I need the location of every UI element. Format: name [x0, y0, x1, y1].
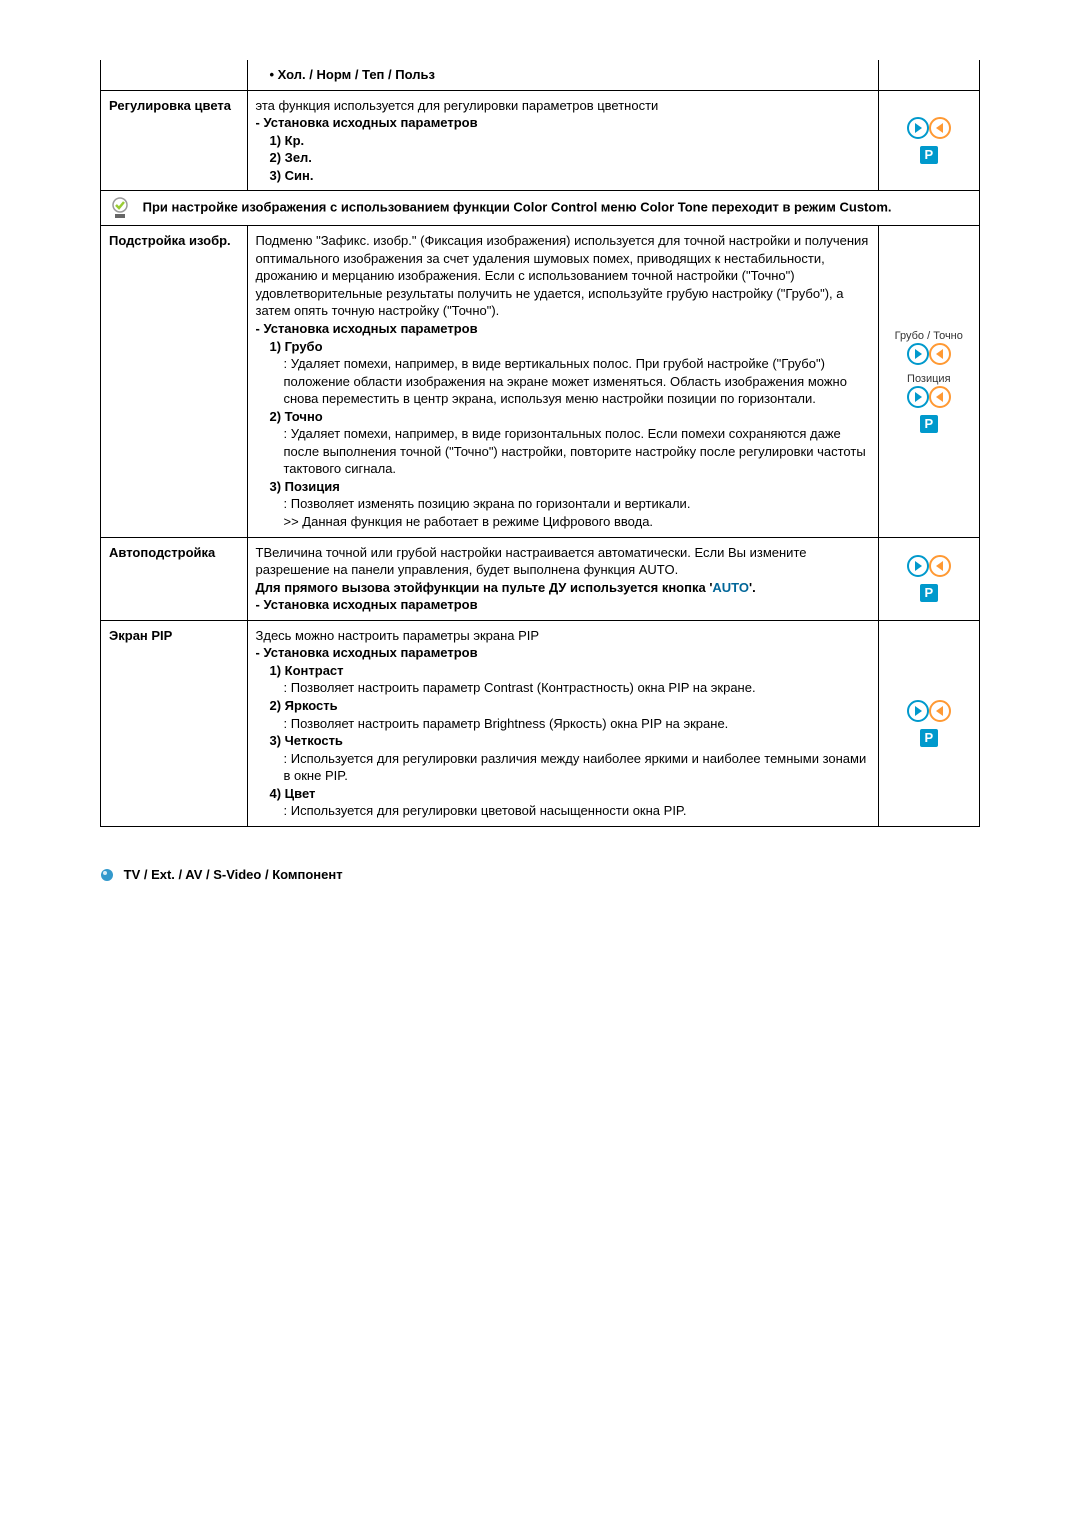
d-coarse: : Удаляет помехи, например, в виде верти… [256, 355, 870, 408]
text: Подменю "Зафикс. изобр." (Фиксация изобр… [256, 232, 870, 320]
row-note: При настройке изображения с использовани… [101, 191, 980, 226]
arrow-icon [907, 555, 951, 577]
reset-label: - Установка исходных параметров [256, 644, 870, 662]
note-text: При настройке изображения с использовани… [143, 200, 892, 215]
reset-label: - Установка исходных параметров [256, 596, 870, 614]
footer-text: TV / Ext. / AV / S-Video / Компонент [124, 867, 343, 882]
auto-keyword: AUTO [712, 580, 749, 595]
d-sharpness: : Используется для регулировки различия … [256, 750, 870, 785]
icon-group: P [907, 555, 951, 602]
row-color-tone: • Хол. / Норм / Теп / Польз [101, 60, 980, 90]
arrow-icon [907, 386, 951, 408]
arrow-icon [907, 117, 951, 139]
label-coarse-fine: Грубо / Точно [887, 330, 971, 343]
row-title: Автоподстройка [109, 545, 215, 560]
h-brightness: 2) Яркость [256, 697, 870, 715]
footer-section: TV / Ext. / AV / S-Video / Компонент [100, 867, 980, 883]
row-color-adjust: Регулировка цвета эта функция использует… [101, 90, 980, 191]
row-image-lock: Подстройка изобр. Подменю "Зафикс. изобр… [101, 226, 980, 537]
p-icon: P [920, 584, 938, 602]
d-contrast: : Позволяет настроить параметр Contrast … [256, 679, 870, 697]
row-title: Регулировка цвета [109, 98, 231, 113]
h-fine: 2) Точно [256, 408, 870, 426]
reset-label: - Установка исходных параметров [256, 114, 870, 132]
auto-line: Для прямого вызова этойфункции на пульте… [256, 579, 870, 597]
d-brightness: : Позволяет настроить параметр Brightnes… [256, 715, 870, 733]
note-icon [109, 197, 131, 219]
arrow-icon [907, 343, 951, 365]
d-fine: : Удаляет помехи, например, в виде гориз… [256, 425, 870, 478]
p-icon: P [920, 415, 938, 433]
p-icon: P [920, 729, 938, 747]
icon-group: P [907, 700, 951, 747]
text: Здесь можно настроить параметры экрана P… [256, 627, 870, 645]
p-icon: P [920, 146, 938, 164]
arrow-icon [907, 700, 951, 722]
row-title: Подстройка изобр. [109, 233, 231, 248]
settings-table: • Хол. / Норм / Теп / Польз Регулировка … [100, 60, 980, 827]
text: эта функция используется для регулировки… [256, 97, 870, 115]
h-coarse: 1) Грубо [256, 338, 870, 356]
h-contrast: 1) Контраст [256, 662, 870, 680]
row-auto-adjust: Автоподстройка ТВеличина точной или груб… [101, 537, 980, 620]
text: ТВеличина точной или грубой настройки на… [256, 544, 870, 579]
d-color: : Используется для регулировки цветовой … [256, 802, 870, 820]
opt-b: 3) Син. [256, 167, 870, 185]
d-position-b: >> Данная функция не работает в режиме Ц… [256, 513, 870, 531]
reset-label: - Установка исходных параметров [256, 320, 870, 338]
color-tone-options: • Хол. / Норм / Теп / Польз [256, 66, 870, 84]
row-title: Экран PIP [109, 628, 172, 643]
row-pip: Экран PIP Здесь можно настроить параметр… [101, 620, 980, 826]
h-sharpness: 3) Четкость [256, 732, 870, 750]
h-color: 4) Цвет [256, 785, 870, 803]
h-position: 3) Позиция [256, 478, 870, 496]
label-position: Позиция [887, 373, 971, 386]
d-position-a: : Позволяет изменять позицию экрана по г… [256, 495, 870, 513]
opt-g: 2) Зел. [256, 149, 870, 167]
opt-r: 1) Кр. [256, 132, 870, 150]
bullet-icon [100, 868, 114, 882]
icon-group: P [907, 117, 951, 164]
